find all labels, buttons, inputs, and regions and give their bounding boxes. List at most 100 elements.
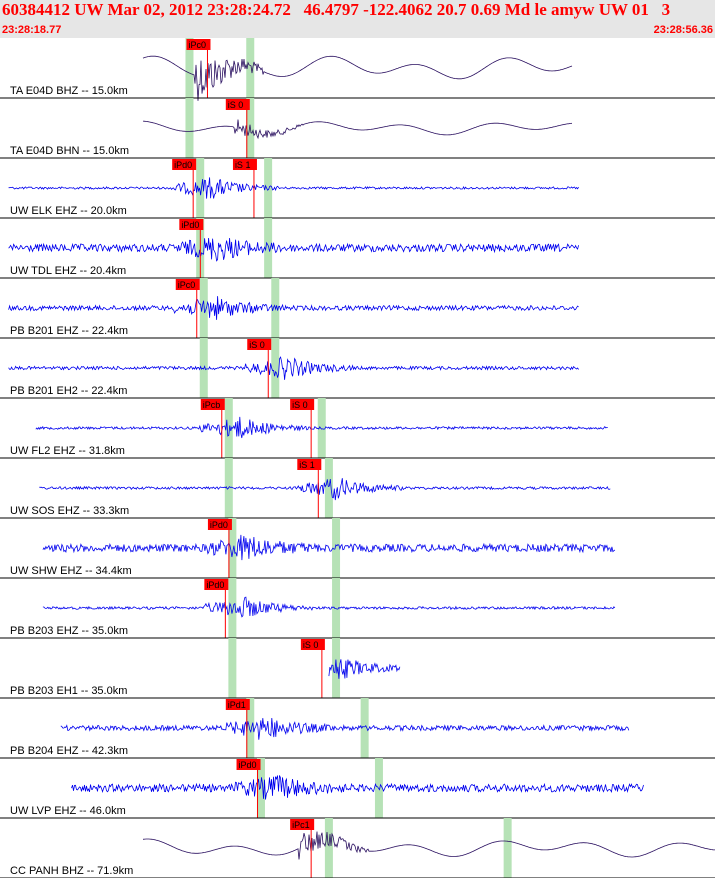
pick-label: iS 1 (299, 460, 315, 470)
trace-row[interactable]: iPc0 TA E04D BHZ -- 15.0km (0, 38, 715, 101)
trace-row[interactable]: iPd0 UW TDL EHZ -- 20.4km (0, 218, 715, 279)
time-window-band (246, 38, 255, 98)
pick-label: iS 0 (249, 340, 265, 350)
pick-label: iPd0 (210, 520, 228, 530)
waveform (8, 177, 579, 199)
time-window-band (332, 638, 341, 698)
trace-row[interactable]: iPcb iS 0 UW FL2 EHZ -- 31.8km (0, 398, 715, 459)
time-window-band (317, 398, 326, 458)
pick-label: iS 1 (235, 160, 251, 170)
waveform (60, 717, 630, 740)
waveform (71, 775, 644, 800)
trace-row[interactable]: iPd0 iS 1 UW ELK EHZ -- 20.0km (0, 158, 715, 219)
waveform (39, 478, 611, 501)
time-window-band (199, 278, 208, 338)
trace-row[interactable]: iPc1 CC PANH BHZ -- 71.9km (0, 818, 715, 878)
pick-flag[interactable] (236, 759, 261, 770)
time-window-band (196, 158, 205, 218)
trace-row[interactable]: iS 0 PB B203 EH1 -- 35.0km (0, 638, 715, 699)
time-start: 23:28:18.77 (2, 24, 62, 36)
pick-flag[interactable] (204, 579, 229, 590)
event-title: 60384412 UW Mar 02, 2012 23:28:24.72 46.… (2, 0, 671, 19)
station-label: UW SHW EHZ -- 34.4km (10, 565, 132, 577)
waveform (8, 296, 579, 320)
seismogram-panel: iPc0 TA E04D BHZ -- 15.0km iS 0 TA E04D BHN… (0, 38, 715, 878)
pick-flag[interactable] (290, 399, 315, 410)
pick-label: iPd0 (181, 220, 199, 230)
waveform (142, 55, 573, 101)
station-label: TA E04D BHN -- 15.0km (10, 145, 129, 157)
pick-flag[interactable] (225, 699, 250, 710)
waveform (35, 416, 608, 439)
time-window-band (185, 98, 194, 158)
pick-label: iS 0 (303, 640, 319, 650)
time-window-band (324, 458, 333, 518)
pick-flag[interactable] (247, 339, 272, 350)
station-label: PB B203 EH1 -- 35.0km (10, 685, 127, 697)
pick-flag[interactable] (290, 819, 315, 830)
station-label: UW ELK EHZ -- 20.0km (10, 205, 127, 217)
pick-flag[interactable] (175, 279, 200, 290)
pick-label: iS 0 (228, 100, 244, 110)
pick-label: iPd0 (239, 760, 257, 770)
pick-flag[interactable] (172, 159, 197, 170)
time-window-band (374, 758, 383, 818)
time-window-band (324, 818, 333, 878)
station-label: UW TDL EHZ -- 20.4km (10, 265, 126, 277)
pick-flag[interactable] (225, 99, 250, 110)
time-window-band (360, 698, 369, 758)
time-window-band (228, 518, 237, 578)
waveform (42, 596, 616, 618)
pick-flag[interactable] (297, 459, 322, 470)
waveform (142, 119, 573, 140)
time-window-band (332, 578, 341, 638)
trace-row[interactable]: iPd0 UW SHW EHZ -- 34.4km (0, 518, 715, 579)
station-label: TA E04D BHZ -- 15.0km (10, 85, 128, 97)
time-window-band (271, 338, 280, 398)
pick-flag[interactable] (300, 639, 325, 650)
station-label: PB B204 EHZ -- 42.3km (10, 745, 128, 757)
waveform (328, 659, 401, 679)
trace-row[interactable]: iPc0 PB B201 EHZ -- 22.4km (0, 278, 715, 339)
pick-label: iPc0 (178, 280, 196, 290)
pick-label: iPd1 (228, 700, 246, 710)
trace-row[interactable]: iS 0 PB B201 EH2 -- 22.4km (0, 338, 715, 399)
station-label: UW LVP EHZ -- 46.0km (10, 805, 126, 817)
pick-label: iPc1 (292, 820, 310, 830)
time-window-band (228, 638, 237, 698)
pick-flag[interactable] (207, 519, 232, 530)
time-window-band (503, 818, 512, 878)
station-label: UW FL2 EHZ -- 31.8km (10, 445, 125, 457)
trace-row[interactable]: iS 1 UW SOS EHZ -- 33.3km (0, 458, 715, 519)
time-end: 23:28:56.36 (653, 24, 713, 36)
pick-flag[interactable] (179, 219, 204, 230)
trace-row[interactable]: iPd1 PB B204 EHZ -- 42.3km (0, 698, 715, 759)
pick-label: iPcb (203, 400, 221, 410)
station-label: PB B201 EH2 -- 22.4km (10, 385, 127, 397)
station-label: PB B201 EHZ -- 22.4km (10, 325, 128, 337)
time-window-band (224, 398, 233, 458)
time-window-band (264, 218, 273, 278)
event-header: 60384412 UW Mar 02, 2012 23:28:24.72 46.… (0, 0, 715, 38)
time-window-band (264, 158, 273, 218)
trace-row[interactable]: iPd0 PB B203 EHZ -- 35.0km (0, 578, 715, 639)
trace-row[interactable]: iS 0 TA E04D BHN -- 15.0km (0, 98, 715, 159)
time-window-band (228, 578, 237, 638)
time-window-band (332, 518, 341, 578)
time-window-band (246, 698, 255, 758)
pick-label: iPd0 (206, 580, 224, 590)
time-window-band (256, 758, 265, 818)
pick-flag[interactable] (186, 39, 211, 50)
pick-flag[interactable] (232, 159, 257, 170)
pick-label: iPd0 (174, 160, 192, 170)
pick-flag[interactable] (200, 399, 225, 410)
station-label: UW SOS EHZ -- 33.3km (10, 505, 129, 517)
pick-label: iS 0 (292, 400, 308, 410)
station-label: CC PANH BHZ -- 71.9km (10, 865, 133, 877)
trace-row[interactable]: iPd0 UW LVP EHZ -- 46.0km (0, 758, 715, 819)
time-window-band (185, 38, 194, 98)
waveform (142, 831, 715, 860)
waveform (8, 237, 579, 262)
waveform (42, 534, 616, 561)
station-label: PB B203 EHZ -- 35.0km (10, 625, 128, 637)
